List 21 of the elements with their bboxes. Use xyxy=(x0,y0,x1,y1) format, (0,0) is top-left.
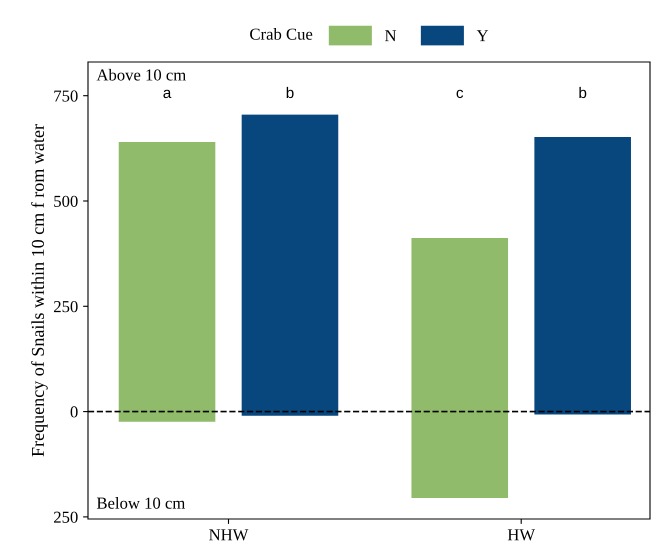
x-tick-label: HW xyxy=(508,529,536,541)
legend-label: N xyxy=(384,30,396,42)
y-tick-label: 0 xyxy=(70,406,78,418)
y-tick-label: 750 xyxy=(54,90,78,102)
bar xyxy=(534,136,631,415)
annotation: Above 10 cm xyxy=(96,68,186,81)
legend-title: Crab Cue xyxy=(250,28,312,40)
legend-label: Y xyxy=(476,30,488,42)
bar xyxy=(118,142,216,422)
annotation: a xyxy=(163,90,172,98)
y-tick-label: 250 xyxy=(54,300,78,312)
bar xyxy=(242,114,338,416)
annotation: c xyxy=(456,90,464,98)
annotation: Below 10 cm xyxy=(96,497,186,509)
annotation: b xyxy=(286,86,294,98)
y-tick-label: 250 xyxy=(54,512,78,523)
y-axis-title: Frequency of Snails within 10 cm f rom water xyxy=(31,124,48,456)
bar xyxy=(411,238,508,498)
annotation: b xyxy=(579,86,586,98)
x-tick-label: NHW xyxy=(209,529,248,541)
y-tick-label: 500 xyxy=(54,196,78,207)
